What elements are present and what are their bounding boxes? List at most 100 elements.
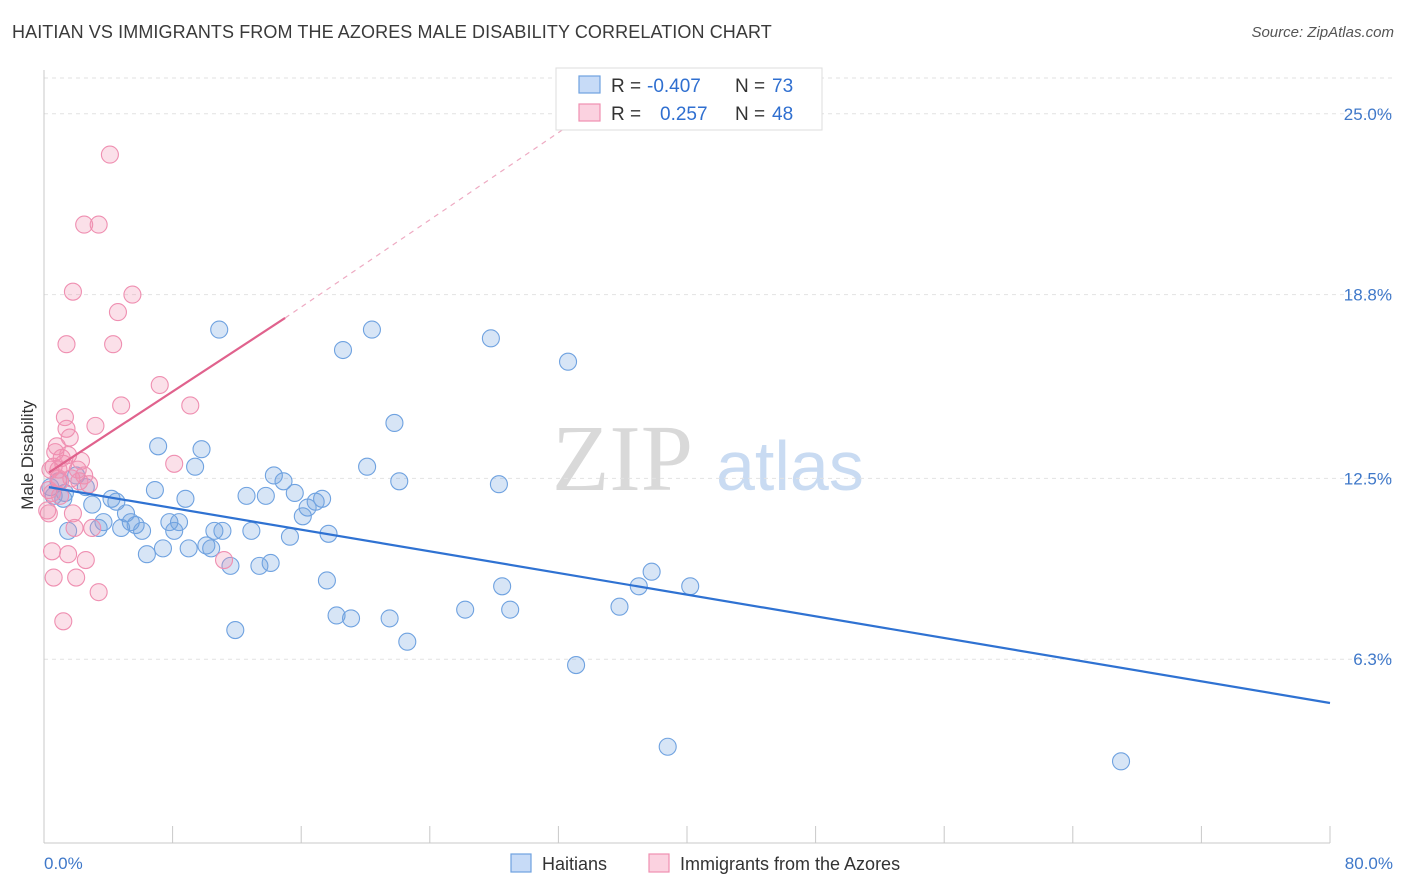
azores-point-39 [150, 375, 169, 395]
legend-n-label-1: N = [735, 76, 765, 97]
y-tick-label-2: 18.8% [1344, 286, 1392, 305]
legend-n-label-2: N = [735, 104, 765, 125]
haitians-point-13 [116, 504, 136, 523]
haitians-point-27 [192, 440, 211, 459]
haitians-point-58 [398, 632, 417, 651]
haitians-point-28 [197, 536, 216, 555]
azores-trend-extension [284, 110, 591, 319]
azores-point-1 [39, 504, 58, 523]
haitians-point-65 [567, 656, 586, 675]
legend-swatch-haitians [578, 75, 601, 94]
haitians-point-39 [261, 553, 280, 573]
haitians-point-21 [160, 513, 179, 532]
haitians-point-35 [237, 486, 256, 505]
azores-point-34 [100, 145, 119, 164]
haitians-point-31 [210, 320, 229, 339]
haitians-point-32 [213, 521, 232, 540]
haitians-point-38 [256, 486, 275, 505]
stats-legend: R = -0.407 N = 73 R = 0.257 N = 48 [555, 67, 823, 131]
haitians-point-54 [362, 320, 381, 339]
haitians-point-42 [280, 527, 299, 546]
azores-point-29 [54, 612, 73, 631]
data-points [38, 145, 1131, 771]
grid-lines [44, 77, 1392, 660]
haitians-point-49 [317, 571, 336, 590]
azores-point-11 [55, 408, 74, 427]
legend-n-value-1: 73 [772, 76, 793, 97]
axes [43, 70, 1331, 844]
azores-point-32 [75, 215, 94, 234]
haitians-point-52 [341, 609, 361, 628]
haitians-point-51 [333, 340, 353, 360]
azores-point-35 [104, 335, 123, 354]
watermark-atlas: atlas [716, 427, 864, 505]
series-legend-swatch-haitians [510, 853, 532, 873]
series-legend: Haitians Immigrants from the Azores [510, 853, 900, 874]
haitians-point-47 [313, 489, 332, 508]
haitians-point-63 [501, 600, 520, 619]
azores-point-27 [42, 542, 62, 561]
haitians-point-29 [202, 539, 221, 558]
haitians-point-68 [642, 562, 661, 581]
haitians-point-56 [385, 413, 404, 433]
azores-point-24 [83, 518, 102, 538]
haitians-point-25 [179, 539, 198, 558]
haitians-point-70 [681, 577, 700, 596]
azores-point-33 [89, 215, 108, 234]
y-tick-label-3: 25.0% [1344, 105, 1392, 124]
azores-point-41 [181, 396, 200, 415]
haitians-point-40 [264, 466, 283, 485]
legend-n-value-2: 48 [772, 104, 793, 125]
haitians-point-20 [153, 539, 173, 558]
haitians-point-12 [112, 518, 131, 538]
x-tick-label-0: 0.0% [44, 854, 83, 873]
series-legend-label-haitians: Haitians [542, 854, 607, 874]
chart-title: HAITIAN VS IMMIGRANTS FROM THE AZORES MA… [12, 22, 772, 42]
azores-point-16 [63, 504, 82, 523]
azores-trend-line [48, 317, 286, 474]
haitians-point-66 [610, 597, 629, 616]
haitians-point-36 [242, 521, 261, 540]
azores-point-0 [38, 501, 57, 520]
azores-point-28 [44, 568, 63, 587]
legend-r-value-2: 0.257 [660, 104, 708, 125]
haitians-point-17 [137, 545, 156, 564]
haitians-point-7 [83, 495, 102, 514]
azores-point-17 [65, 518, 84, 538]
haitians-point-50 [327, 606, 346, 625]
haitians-point-64 [558, 352, 578, 371]
azores-point-38 [123, 285, 142, 304]
azores-point-18 [67, 568, 86, 587]
haitians-point-55 [380, 609, 399, 628]
haitians-point-41 [274, 472, 293, 491]
haitians-point-69 [658, 737, 677, 756]
y-axis-label: Male Disability [18, 400, 37, 510]
haitians-point-22 [165, 521, 184, 540]
azores-point-26 [89, 583, 108, 602]
haitians-point-37 [250, 556, 269, 575]
azores-point-30 [57, 335, 76, 354]
azores-point-25 [86, 416, 105, 435]
haitians-point-24 [176, 489, 195, 508]
azores-point-46 [51, 486, 70, 505]
trend-lines [48, 110, 1331, 705]
chart-source: Source: ZipAtlas.com [1251, 24, 1394, 41]
azores-point-44 [39, 480, 58, 500]
haitians-point-59 [456, 600, 475, 619]
haitians-point-8 [89, 518, 108, 538]
azores-point-40 [165, 454, 184, 473]
azores-point-47 [70, 472, 89, 491]
x-tick-labels: 0.0% 80.0% [44, 854, 1393, 873]
legend-r-label-1: R = [611, 76, 641, 97]
series-legend-swatch-azores [648, 853, 670, 873]
haitians-trend-line [48, 486, 1331, 705]
haitians-point-71 [1111, 752, 1131, 771]
legend-r-value-1: -0.407 [647, 76, 701, 97]
azores-point-21 [75, 466, 94, 485]
haitians-point-44 [293, 507, 312, 526]
haitians-point-23 [169, 513, 189, 532]
haitians-point-16 [133, 521, 152, 540]
haitians-point-9 [94, 513, 113, 532]
legend-swatch-azores [578, 103, 601, 122]
